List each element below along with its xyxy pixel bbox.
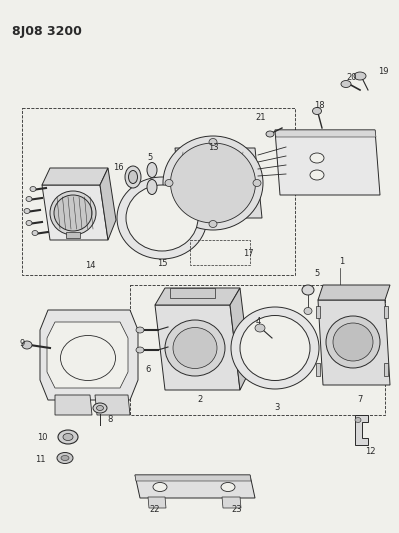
Text: 2: 2 bbox=[198, 395, 203, 405]
Ellipse shape bbox=[50, 191, 96, 235]
Ellipse shape bbox=[61, 456, 69, 461]
Ellipse shape bbox=[310, 153, 324, 163]
Ellipse shape bbox=[147, 180, 157, 195]
Text: 6: 6 bbox=[145, 366, 151, 375]
Text: 5: 5 bbox=[314, 270, 320, 279]
Ellipse shape bbox=[26, 221, 32, 225]
Ellipse shape bbox=[310, 170, 324, 180]
Ellipse shape bbox=[136, 327, 144, 333]
Ellipse shape bbox=[126, 185, 198, 251]
Ellipse shape bbox=[117, 177, 207, 259]
Ellipse shape bbox=[209, 139, 217, 146]
Ellipse shape bbox=[312, 108, 322, 115]
Text: 14: 14 bbox=[85, 261, 95, 270]
Text: 23: 23 bbox=[232, 505, 242, 514]
Polygon shape bbox=[55, 395, 92, 415]
Text: 12: 12 bbox=[365, 448, 375, 456]
Text: 18: 18 bbox=[314, 101, 324, 109]
Text: 9: 9 bbox=[20, 338, 25, 348]
Ellipse shape bbox=[32, 230, 38, 236]
Text: 17: 17 bbox=[243, 249, 253, 259]
Polygon shape bbox=[318, 285, 390, 300]
Ellipse shape bbox=[253, 180, 261, 187]
Ellipse shape bbox=[170, 143, 255, 223]
Text: 7: 7 bbox=[358, 395, 363, 405]
Polygon shape bbox=[66, 232, 80, 238]
Text: 5: 5 bbox=[147, 152, 153, 161]
Text: 16: 16 bbox=[113, 164, 123, 173]
Polygon shape bbox=[47, 322, 128, 388]
Text: 22: 22 bbox=[150, 505, 160, 514]
Polygon shape bbox=[316, 306, 320, 318]
Ellipse shape bbox=[136, 347, 144, 353]
Polygon shape bbox=[275, 130, 376, 137]
Polygon shape bbox=[222, 497, 241, 508]
Ellipse shape bbox=[333, 323, 373, 361]
Ellipse shape bbox=[209, 221, 217, 228]
Text: 10: 10 bbox=[37, 432, 47, 441]
Ellipse shape bbox=[22, 341, 32, 349]
Ellipse shape bbox=[165, 180, 173, 187]
Polygon shape bbox=[384, 363, 388, 376]
Text: 1: 1 bbox=[340, 257, 345, 266]
Polygon shape bbox=[275, 130, 380, 195]
Polygon shape bbox=[155, 305, 240, 390]
Polygon shape bbox=[384, 306, 388, 318]
Ellipse shape bbox=[97, 406, 103, 410]
Ellipse shape bbox=[93, 403, 107, 413]
Ellipse shape bbox=[255, 324, 265, 332]
Ellipse shape bbox=[221, 482, 235, 491]
Ellipse shape bbox=[341, 80, 351, 87]
Ellipse shape bbox=[266, 131, 274, 137]
Ellipse shape bbox=[326, 316, 380, 368]
Polygon shape bbox=[135, 475, 255, 498]
Ellipse shape bbox=[58, 430, 78, 444]
Ellipse shape bbox=[163, 136, 263, 230]
Ellipse shape bbox=[354, 72, 366, 80]
Text: 15: 15 bbox=[157, 259, 167, 268]
Ellipse shape bbox=[240, 316, 310, 381]
Ellipse shape bbox=[304, 308, 312, 314]
Text: 19: 19 bbox=[378, 68, 388, 77]
Text: 4: 4 bbox=[255, 318, 261, 327]
Ellipse shape bbox=[165, 320, 225, 376]
Polygon shape bbox=[318, 300, 390, 385]
Polygon shape bbox=[100, 168, 116, 240]
Ellipse shape bbox=[173, 141, 253, 215]
Text: 3: 3 bbox=[275, 402, 280, 411]
Polygon shape bbox=[316, 363, 320, 376]
Text: 11: 11 bbox=[35, 456, 45, 464]
Polygon shape bbox=[175, 148, 262, 218]
Ellipse shape bbox=[128, 171, 138, 183]
Ellipse shape bbox=[57, 453, 73, 464]
Ellipse shape bbox=[125, 166, 141, 188]
Polygon shape bbox=[40, 310, 138, 400]
Text: 20: 20 bbox=[347, 74, 357, 83]
Text: 8: 8 bbox=[107, 416, 113, 424]
Ellipse shape bbox=[231, 307, 319, 389]
Polygon shape bbox=[148, 497, 166, 508]
Ellipse shape bbox=[30, 187, 36, 191]
Ellipse shape bbox=[26, 197, 32, 201]
Text: 21: 21 bbox=[256, 114, 266, 123]
Ellipse shape bbox=[61, 335, 115, 381]
Ellipse shape bbox=[355, 417, 361, 423]
Ellipse shape bbox=[173, 327, 217, 368]
Polygon shape bbox=[170, 288, 215, 298]
Polygon shape bbox=[230, 288, 250, 390]
Ellipse shape bbox=[147, 163, 157, 177]
Ellipse shape bbox=[302, 285, 314, 295]
Ellipse shape bbox=[54, 195, 92, 231]
Polygon shape bbox=[355, 415, 368, 445]
Ellipse shape bbox=[63, 433, 73, 440]
Ellipse shape bbox=[153, 482, 167, 491]
Polygon shape bbox=[95, 395, 130, 415]
Polygon shape bbox=[42, 185, 108, 240]
Text: 8J08 3200: 8J08 3200 bbox=[12, 25, 82, 38]
Text: 13: 13 bbox=[208, 143, 218, 152]
Polygon shape bbox=[42, 168, 108, 185]
Polygon shape bbox=[135, 475, 251, 481]
Ellipse shape bbox=[24, 208, 30, 214]
Polygon shape bbox=[155, 288, 240, 305]
